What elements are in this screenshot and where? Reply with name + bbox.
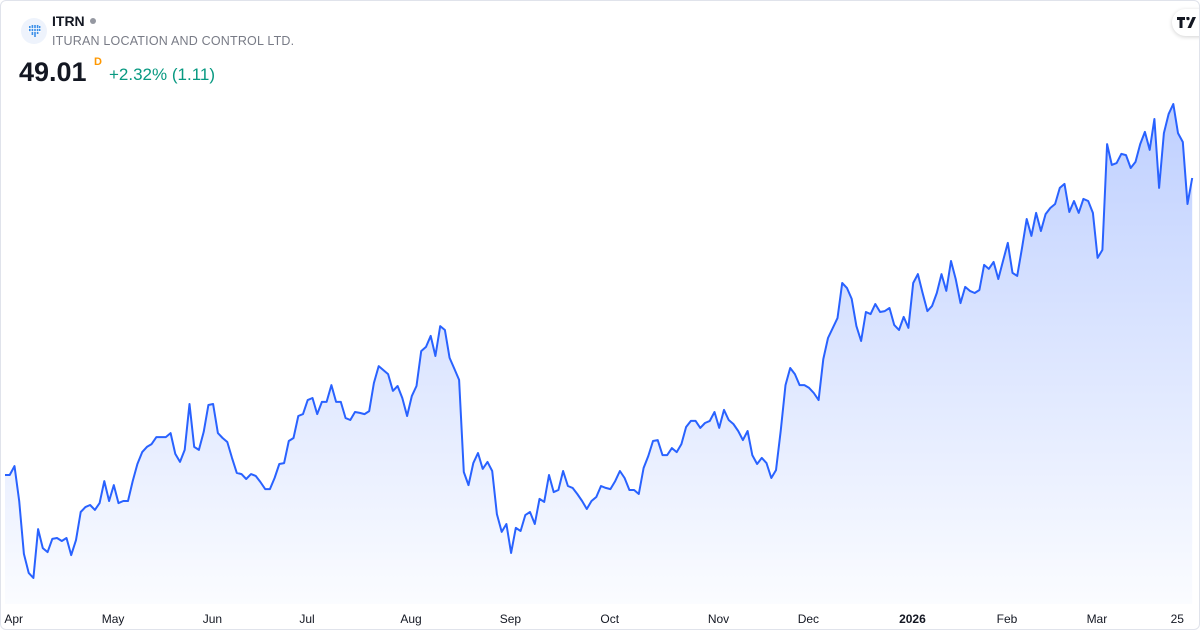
price-line [5,103,1194,579]
price-change: +2.32% (1.11) [109,65,216,84]
interval-badge: D [94,56,102,68]
x-tick-label: Mar [1087,612,1108,626]
x-tick-label: Nov [708,612,729,626]
x-tick-label: 2026 [899,612,926,626]
last-price: 49.01 [19,57,87,87]
x-tick-label: Dec [798,612,819,626]
x-tick-label: Jul [299,612,314,626]
x-tick-label: Sep [500,612,522,626]
x-tick-label: Apr [4,612,23,626]
time-axis: Apr May Jun Jul Aug Sep Oct Nov Dec 2026 Feb Mar 25 [4,612,1184,626]
symbol-ticker[interactable]: ITRN [52,13,85,29]
x-tick-label: Jun [203,612,222,626]
x-tick-label: 25 [1171,612,1185,626]
ituran-logo-icon [21,18,47,44]
market-status-dot-icon [90,18,96,24]
company-name: ITURAN LOCATION AND CONTROL LTD. [52,34,295,48]
x-tick-label: Feb [997,612,1018,626]
tradingview-logo-icon[interactable] [1172,9,1199,36]
price-area-fill [5,104,1193,604]
x-tick-label: Oct [600,612,619,626]
x-tick-label: Aug [400,612,421,626]
x-tick-label: May [102,612,125,626]
